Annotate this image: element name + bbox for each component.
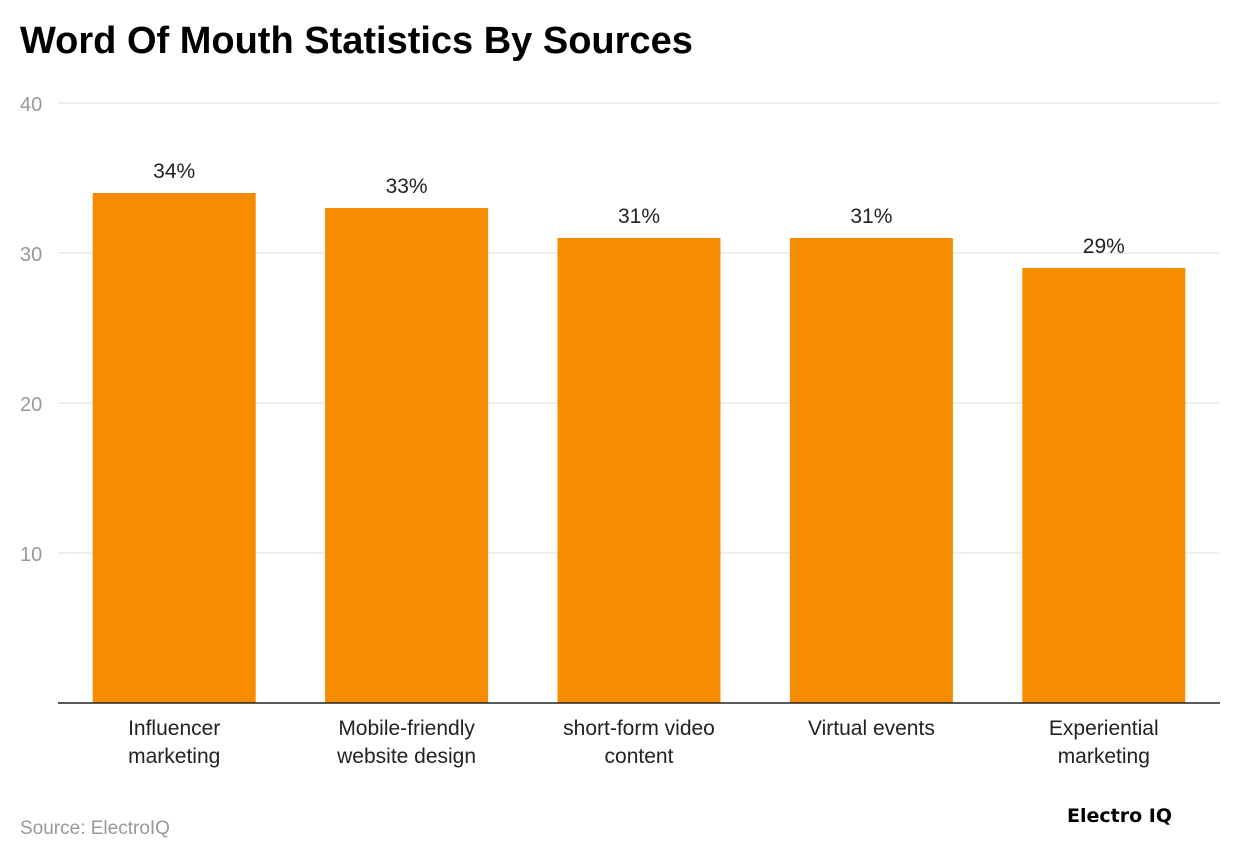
- x-tick-label: website design: [336, 745, 476, 768]
- x-tick-label: Virtual events: [808, 717, 935, 740]
- x-tick-label: Mobile-friendly: [338, 717, 475, 740]
- x-tick-label: content: [605, 745, 674, 768]
- y-tick-label: 10: [20, 544, 42, 566]
- data-label: 33%: [386, 175, 428, 198]
- x-tick-label: short-form video: [563, 717, 715, 740]
- data-label: 31%: [618, 205, 660, 228]
- y-tick-label: 20: [20, 394, 42, 416]
- x-tick-label: Influencer: [128, 717, 220, 740]
- bar: [1022, 268, 1186, 703]
- y-tick-label: 30: [20, 244, 42, 266]
- source-note: Source: ElectroIQ: [20, 818, 170, 839]
- data-label: 34%: [153, 160, 195, 183]
- y-tick-label: 40: [20, 94, 42, 116]
- bar: [92, 193, 256, 703]
- bar: [789, 238, 953, 703]
- x-tick-label: Experiential: [1049, 717, 1159, 740]
- data-label: 29%: [1083, 235, 1125, 258]
- x-tick-label: marketing: [128, 745, 220, 768]
- data-label: 31%: [850, 205, 892, 228]
- brand-logo: Electro IQ: [1067, 805, 1172, 827]
- chart-title: Word Of Mouth Statistics By Sources: [20, 20, 693, 62]
- x-tick-label: marketing: [1058, 745, 1150, 768]
- bar: [325, 208, 489, 703]
- bar: [557, 238, 721, 703]
